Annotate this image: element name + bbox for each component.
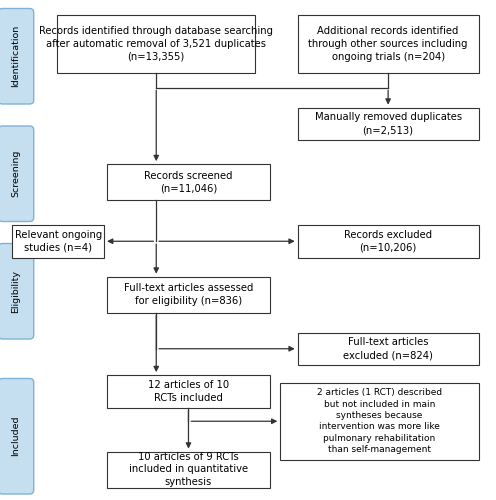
FancyBboxPatch shape	[12, 225, 104, 258]
FancyBboxPatch shape	[107, 164, 270, 200]
FancyBboxPatch shape	[0, 126, 34, 222]
Text: Records identified through database searching
after automatic removal of 3,521 d: Records identified through database sear…	[39, 26, 273, 62]
FancyBboxPatch shape	[298, 108, 479, 140]
Text: Eligibility: Eligibility	[11, 270, 21, 313]
Text: Full-text articles
excluded (n=824): Full-text articles excluded (n=824)	[343, 338, 433, 360]
Text: Additional records identified
through other sources including
ongoing trials (n=: Additional records identified through ot…	[309, 26, 468, 62]
Text: 10 articles of 9 RCTs
included in quantitative
synthesis: 10 articles of 9 RCTs included in quanti…	[129, 452, 248, 488]
Text: 2 articles (1 RCT) described
but not included in main
syntheses because
interven: 2 articles (1 RCT) described but not inc…	[317, 388, 442, 454]
FancyBboxPatch shape	[298, 225, 479, 258]
Text: 12 articles of 10
RCTs included: 12 articles of 10 RCTs included	[148, 380, 229, 402]
FancyBboxPatch shape	[107, 375, 270, 408]
Text: Identification: Identification	[11, 25, 21, 88]
Text: Screening: Screening	[11, 150, 21, 198]
Text: Included: Included	[11, 416, 21, 457]
FancyBboxPatch shape	[0, 8, 34, 104]
FancyBboxPatch shape	[0, 378, 34, 494]
FancyBboxPatch shape	[298, 332, 479, 365]
FancyBboxPatch shape	[0, 244, 34, 339]
Text: Records screened
(n=11,046): Records screened (n=11,046)	[144, 170, 233, 194]
Text: Manually removed duplicates
(n=2,513): Manually removed duplicates (n=2,513)	[314, 112, 462, 135]
FancyBboxPatch shape	[280, 382, 479, 460]
FancyBboxPatch shape	[107, 452, 270, 488]
FancyBboxPatch shape	[107, 276, 270, 312]
Text: Records excluded
(n=10,206): Records excluded (n=10,206)	[344, 230, 432, 252]
Text: Full-text articles assessed
for eligibility (n=836): Full-text articles assessed for eligibil…	[124, 283, 253, 306]
FancyBboxPatch shape	[57, 15, 255, 72]
FancyBboxPatch shape	[298, 15, 479, 72]
Text: Relevant ongoing
studies (n=4): Relevant ongoing studies (n=4)	[15, 230, 102, 252]
